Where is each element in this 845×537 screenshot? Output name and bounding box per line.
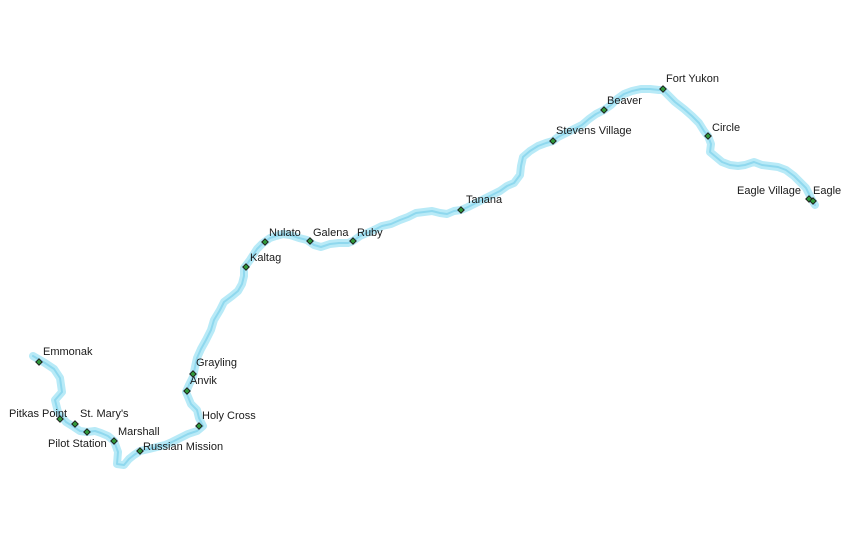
- town-label: Galena: [313, 227, 349, 239]
- town-label: Fort Yukon: [666, 73, 719, 85]
- town-circle: Circle: [704, 122, 740, 140]
- town-marker-icon: [183, 387, 191, 395]
- town-marker-icon: [136, 447, 144, 455]
- town-label: St. Mary's: [80, 408, 129, 420]
- town-grayling: Grayling: [189, 357, 237, 378]
- town-label: Russian Mission: [143, 441, 223, 453]
- town-marker-icon: [242, 263, 250, 271]
- town-label: Eagle: [813, 185, 841, 197]
- town-label: Pitkas Point: [9, 408, 67, 420]
- town-label: Ruby: [357, 227, 383, 239]
- town-anvik: Anvik: [183, 375, 217, 395]
- town-pitkas-point: Pitkas Point: [9, 408, 67, 423]
- town-marker-icon: [189, 370, 197, 378]
- town-marshall: Marshall: [110, 426, 160, 445]
- town-emmonak: Emmonak: [35, 346, 93, 366]
- town-pilot-station: Pilot Station: [48, 428, 107, 450]
- river: [29, 85, 819, 469]
- town-eagle-village: Eagle Village: [737, 185, 813, 203]
- town-marker-icon: [195, 422, 203, 430]
- town-stevens-village: Stevens Village: [549, 125, 632, 145]
- town-marker-icon: [306, 237, 314, 245]
- town-label: Circle: [712, 122, 740, 134]
- town-marker-icon: [261, 238, 269, 246]
- town-label: Holy Cross: [202, 410, 256, 422]
- town-marker-icon: [809, 197, 817, 205]
- town-marker-icon: [110, 437, 118, 445]
- town-holy-cross: Holy Cross: [195, 410, 256, 430]
- town-label: Stevens Village: [556, 125, 632, 137]
- town-marker-icon: [56, 415, 64, 423]
- town-label: Nulato: [269, 227, 301, 239]
- town-label: Marshall: [118, 426, 160, 438]
- town-marker-icon: [549, 137, 557, 145]
- towns: Emmonak Pitkas Point St. Mary's Pilot Stati…: [9, 73, 841, 455]
- town-marker-icon: [600, 106, 608, 114]
- town-kaltag: Kaltag: [242, 252, 281, 271]
- town-eagle: Eagle: [809, 185, 841, 205]
- town-nulato: Nulato: [261, 227, 301, 246]
- town-label: Grayling: [196, 357, 237, 369]
- town-russian-mission: Russian Mission: [136, 441, 223, 455]
- town-label: Kaltag: [250, 252, 281, 264]
- town-fort-yukon: Fort Yukon: [659, 73, 719, 93]
- town-beaver: Beaver: [600, 95, 642, 114]
- town-label: Beaver: [607, 95, 642, 107]
- town-label: Pilot Station: [48, 438, 107, 450]
- town-label: Anvik: [190, 375, 217, 387]
- town-galena: Galena: [306, 227, 349, 245]
- town-label: Emmonak: [43, 346, 93, 358]
- town-label: Eagle Village: [737, 185, 801, 197]
- town-marker-icon: [35, 358, 43, 366]
- town-tanana: Tanana: [457, 194, 503, 214]
- town-ruby: Ruby: [349, 227, 383, 245]
- town-marker-icon: [457, 206, 465, 214]
- town-marker-icon: [71, 420, 79, 428]
- town-marker-icon: [659, 85, 667, 93]
- town-marker-icon: [349, 237, 357, 245]
- town-marker-icon: [704, 132, 712, 140]
- town-marker-icon: [83, 428, 91, 436]
- town-label: Tanana: [466, 194, 503, 206]
- river-course-halo: [29, 85, 819, 469]
- river-course-line: [32, 88, 816, 466]
- town-st-mary-s: St. Mary's: [71, 408, 129, 428]
